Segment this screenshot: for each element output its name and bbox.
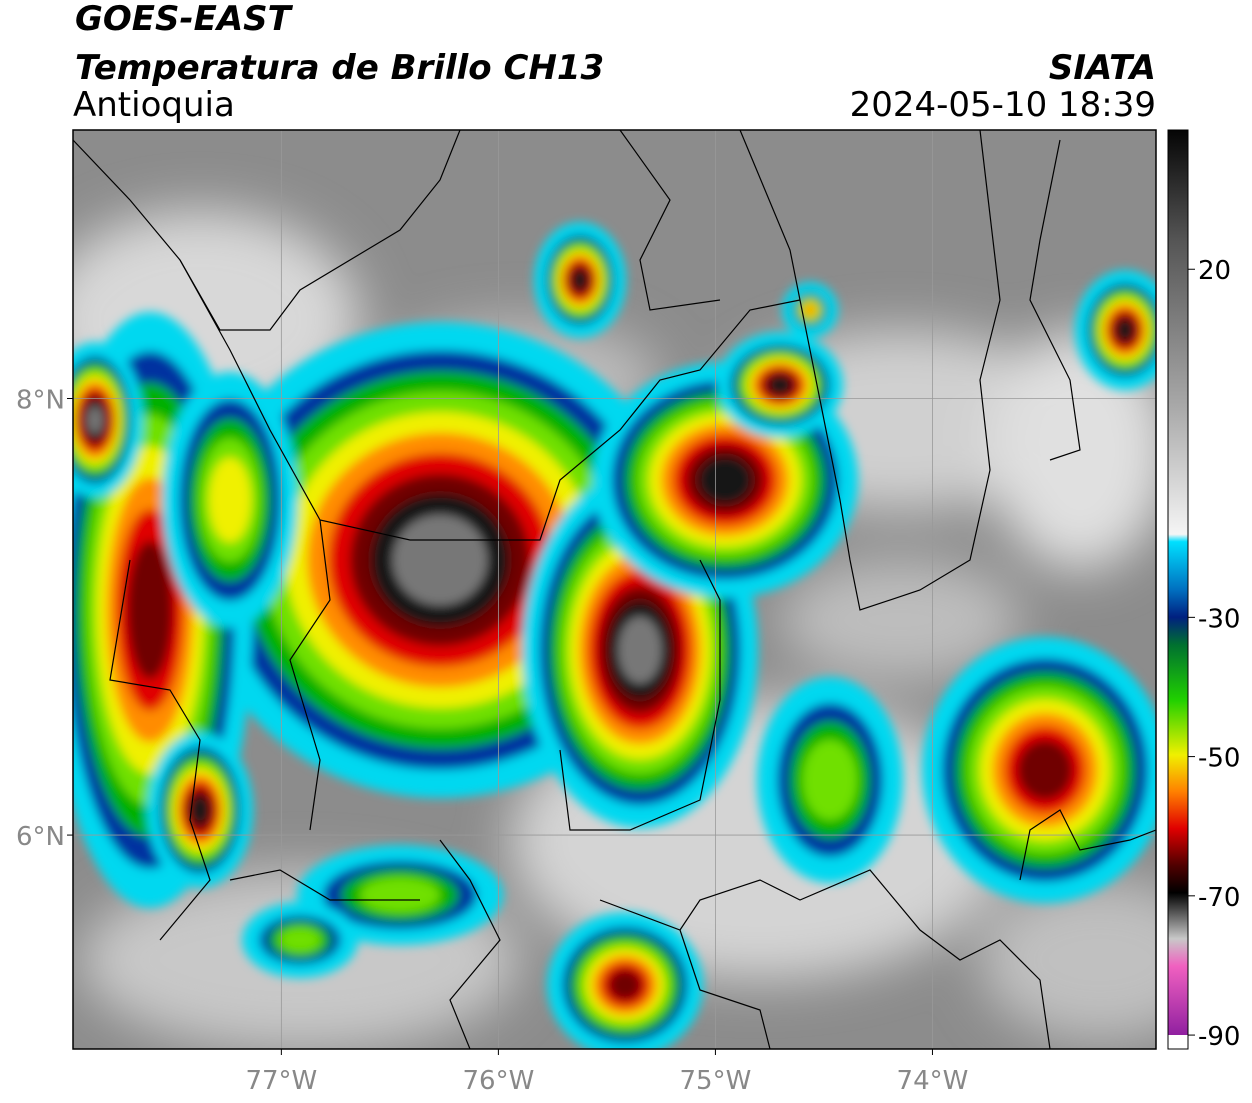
storm-layer bbox=[1115, 318, 1135, 342]
x-tick-label: 74°W bbox=[897, 1066, 969, 1096]
x-tick-label: 77°W bbox=[245, 1066, 317, 1096]
storm-layer bbox=[803, 303, 817, 317]
subtitle: Temperatura de Brillo CH13 bbox=[75, 48, 604, 88]
x-tick-label: 76°W bbox=[462, 1066, 534, 1096]
storm-layer bbox=[698, 456, 752, 504]
storm-layer bbox=[608, 969, 642, 1001]
colorbar-tick-label: -50 bbox=[1198, 744, 1240, 774]
storm-layer bbox=[802, 739, 858, 821]
grid bbox=[73, 130, 1156, 1049]
storms bbox=[73, 222, 1156, 1049]
title: GOES-EAST bbox=[75, 0, 294, 39]
y-tick-label: 6°N bbox=[16, 822, 65, 852]
storm-layer bbox=[208, 457, 252, 543]
map bbox=[73, 130, 1156, 1049]
datetime: 2024-05-10 18:39 bbox=[850, 85, 1156, 125]
map-frame bbox=[72, 129, 1157, 1050]
storm-layer bbox=[359, 877, 441, 913]
storm-layer bbox=[127, 540, 173, 680]
colorbar bbox=[1167, 129, 1189, 1050]
storm-layer bbox=[278, 927, 322, 953]
ticks: 77°W 76°W 75°W 74°W 6°N 8°N 20 -30 -50 -70 -90 bbox=[16, 256, 1240, 1096]
storm-layer bbox=[571, 269, 589, 291]
source: SIATA bbox=[1049, 48, 1156, 88]
borders bbox=[73, 130, 1156, 1049]
storm-layer bbox=[87, 406, 103, 434]
colorbar-tick-label: -70 bbox=[1198, 883, 1240, 913]
colorbar-tick-label: -30 bbox=[1198, 604, 1240, 634]
colorbar-tick-label: 20 bbox=[1198, 256, 1231, 286]
storm-layer bbox=[768, 375, 792, 395]
storm-layer bbox=[190, 794, 210, 826]
region: Antioquia bbox=[73, 85, 235, 125]
storm-layer bbox=[392, 514, 488, 606]
y-tick-label: 8°N bbox=[16, 385, 65, 415]
colorbar-tick-label: -90 bbox=[1198, 1022, 1240, 1052]
storm-layer bbox=[1017, 740, 1073, 800]
storm-layer bbox=[618, 616, 662, 684]
x-tick-label: 75°W bbox=[680, 1066, 752, 1096]
